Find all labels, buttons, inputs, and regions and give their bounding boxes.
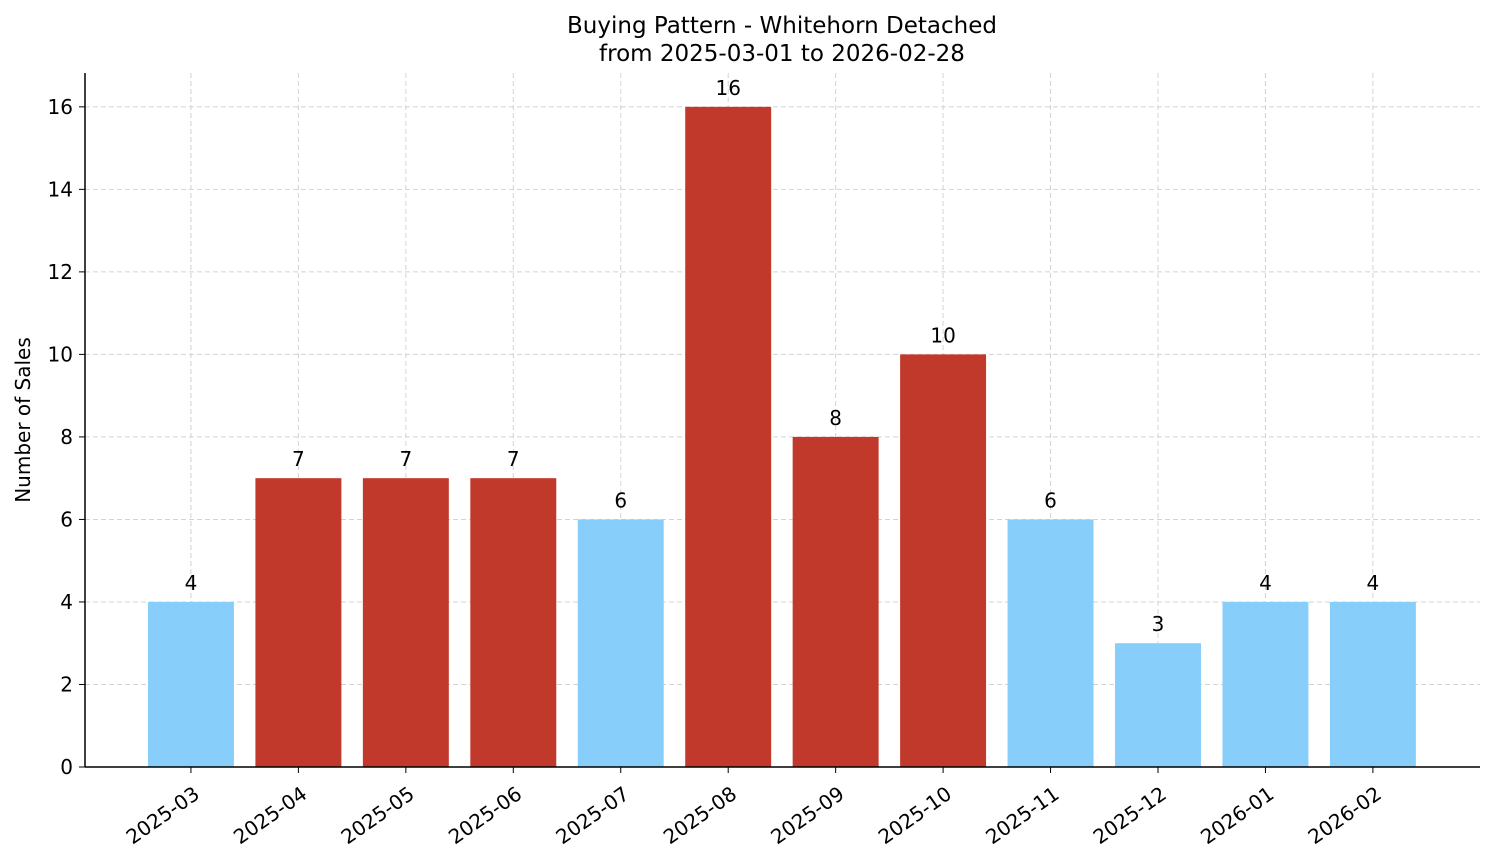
y-tick-label: 8 bbox=[60, 425, 73, 449]
bar bbox=[685, 106, 772, 767]
bar bbox=[147, 601, 234, 767]
value-label: 8 bbox=[829, 406, 842, 430]
value-label: 4 bbox=[185, 571, 198, 595]
bar bbox=[1115, 643, 1201, 767]
x-tick-label: 2026-02 bbox=[1304, 781, 1386, 849]
bar bbox=[255, 478, 342, 767]
x-tick-label: 2025-07 bbox=[551, 781, 633, 849]
bar bbox=[1329, 601, 1416, 767]
value-label: 4 bbox=[1367, 571, 1380, 595]
y-tick-label: 16 bbox=[48, 95, 73, 119]
bars: 4 7 7 7 6 16 8 10 6 3 4 4 bbox=[147, 76, 1416, 767]
value-label: 10 bbox=[930, 323, 955, 347]
y-tick-label: 0 bbox=[60, 755, 73, 779]
bar bbox=[362, 478, 449, 767]
value-label: 7 bbox=[399, 447, 412, 471]
value-label: 4 bbox=[1259, 571, 1272, 595]
y-tick-label: 14 bbox=[48, 177, 73, 201]
value-label: 16 bbox=[715, 76, 740, 100]
value-label: 7 bbox=[507, 447, 520, 471]
y-tick-label: 6 bbox=[60, 507, 73, 531]
y-tick-label: 2 bbox=[60, 672, 73, 696]
bar bbox=[792, 436, 879, 767]
x-tick-label: 2025-08 bbox=[659, 781, 741, 849]
x-tick-label: 2025-11 bbox=[981, 781, 1063, 849]
chart-title: Buying Pattern - Whitehorn Detached bbox=[567, 13, 997, 39]
bar bbox=[1222, 601, 1309, 767]
x-tick-label: 2025-12 bbox=[1089, 781, 1171, 849]
bar bbox=[1007, 519, 1094, 767]
chart-subtitle: from 2025-03-01 to 2026-02-28 bbox=[599, 41, 965, 67]
value-label: 6 bbox=[1044, 488, 1057, 512]
x-tick-label: 2025-03 bbox=[122, 781, 204, 849]
value-label: 7 bbox=[292, 447, 305, 471]
y-axis-label: Number of Sales bbox=[11, 337, 35, 503]
bar bbox=[900, 354, 987, 767]
y-tick-label: 10 bbox=[48, 342, 73, 366]
x-tick-label: 2026-01 bbox=[1196, 781, 1278, 849]
x-tick-label: 2025-09 bbox=[766, 781, 848, 849]
bar bbox=[470, 478, 557, 767]
y-tick-label: 4 bbox=[60, 590, 73, 614]
value-label: 3 bbox=[1152, 612, 1165, 636]
bar bbox=[577, 519, 664, 767]
y-tick-label: 12 bbox=[48, 260, 73, 284]
x-tick-label: 2025-05 bbox=[336, 781, 418, 849]
x-tick-label: 2025-04 bbox=[229, 781, 311, 849]
x-tick-label: 2025-06 bbox=[444, 781, 526, 849]
x-tick-label: 2025-10 bbox=[874, 781, 956, 849]
value-label: 6 bbox=[614, 488, 627, 512]
